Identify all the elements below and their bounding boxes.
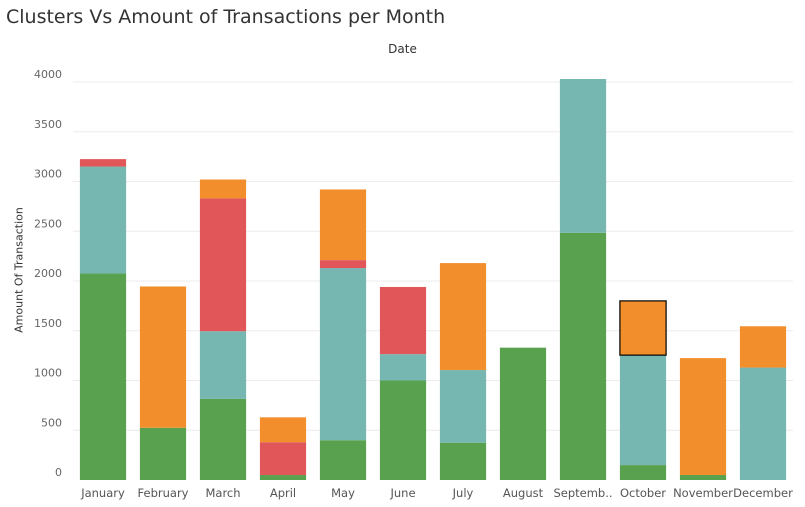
y-tick-label: 4000 xyxy=(34,68,62,81)
y-tick-label: 1000 xyxy=(34,367,62,380)
chart-title: Clusters Vs Amount of Transactions per M… xyxy=(6,6,446,28)
bar-segment-septemb-1[interactable] xyxy=(559,79,607,233)
y-tick-label: 2500 xyxy=(34,217,62,230)
bar-segment-december-3[interactable] xyxy=(739,326,787,368)
bar-segment-february-0[interactable] xyxy=(139,427,187,480)
bar-segment-april-2[interactable] xyxy=(259,442,307,476)
y-tick-label: 0 xyxy=(55,466,62,479)
bar-segment-april-3[interactable] xyxy=(259,417,307,443)
y-tick-label: 500 xyxy=(41,416,62,429)
bar-segment-july-1[interactable] xyxy=(439,370,487,443)
bar-segment-april-0[interactable] xyxy=(259,475,307,480)
gridlines xyxy=(73,81,793,431)
bar-segment-may-1[interactable] xyxy=(319,268,367,441)
x-tick-label: March xyxy=(205,486,240,500)
bar-segment-march-1[interactable] xyxy=(199,331,247,399)
x-tick-label: April xyxy=(270,486,296,500)
bar-segment-august-0[interactable] xyxy=(499,347,547,480)
bar-segment-may-3[interactable] xyxy=(319,189,367,261)
bar-segment-november-3[interactable] xyxy=(679,358,727,476)
bar-segment-october-1[interactable] xyxy=(619,355,667,466)
bars[interactable] xyxy=(79,79,787,481)
bar-segment-may-0[interactable] xyxy=(319,440,367,480)
bar-segment-november-0[interactable] xyxy=(679,475,727,480)
x-tick-label: October xyxy=(620,486,666,500)
x-tick-label: August xyxy=(503,486,544,500)
x-axis-ticks: January February March April May June July Augu… xyxy=(80,486,793,500)
bar-segment-january-2[interactable] xyxy=(79,159,127,167)
bar-segment-february-3[interactable] xyxy=(139,286,187,428)
y-tick-label: 3000 xyxy=(34,168,62,181)
bar-segment-january-0[interactable] xyxy=(79,273,127,480)
bar-segment-june-1[interactable] xyxy=(379,354,427,381)
column-header: Date xyxy=(388,42,417,56)
y-tick-label: 3500 xyxy=(34,118,62,131)
bar-segment-july-3[interactable] xyxy=(439,263,487,371)
x-tick-label: November xyxy=(673,486,733,500)
bar-segment-january-1[interactable] xyxy=(79,166,127,274)
bar-segment-march-2[interactable] xyxy=(199,198,247,332)
x-tick-label: May xyxy=(331,486,355,500)
bar-segment-october-0[interactable] xyxy=(619,465,667,480)
y-axis-ticks: 0 500 1000 1500 2000 2500 3000 3500 4000 xyxy=(34,68,62,479)
bar-segment-july-0[interactable] xyxy=(439,442,487,480)
x-tick-label: July xyxy=(452,486,474,500)
bar-segment-march-3[interactable] xyxy=(199,179,247,199)
bar-segment-december-1[interactable] xyxy=(739,367,787,480)
x-tick-label: December xyxy=(733,486,793,500)
x-tick-label: June xyxy=(389,486,415,500)
y-tick-label: 2000 xyxy=(34,267,62,280)
bar-segment-june-2[interactable] xyxy=(379,286,427,355)
bar-segment-septemb-0[interactable] xyxy=(559,232,607,480)
bar-segment-october-3[interactable] xyxy=(619,300,667,356)
y-tick-label: 1500 xyxy=(34,317,62,330)
bar-segment-may-2[interactable] xyxy=(319,260,367,269)
bar-segment-june-0[interactable] xyxy=(379,380,427,481)
x-tick-label: January xyxy=(80,486,125,500)
x-tick-label: Septemb.. xyxy=(553,486,612,500)
bar-segment-march-0[interactable] xyxy=(199,398,247,480)
x-tick-label: February xyxy=(138,486,189,500)
